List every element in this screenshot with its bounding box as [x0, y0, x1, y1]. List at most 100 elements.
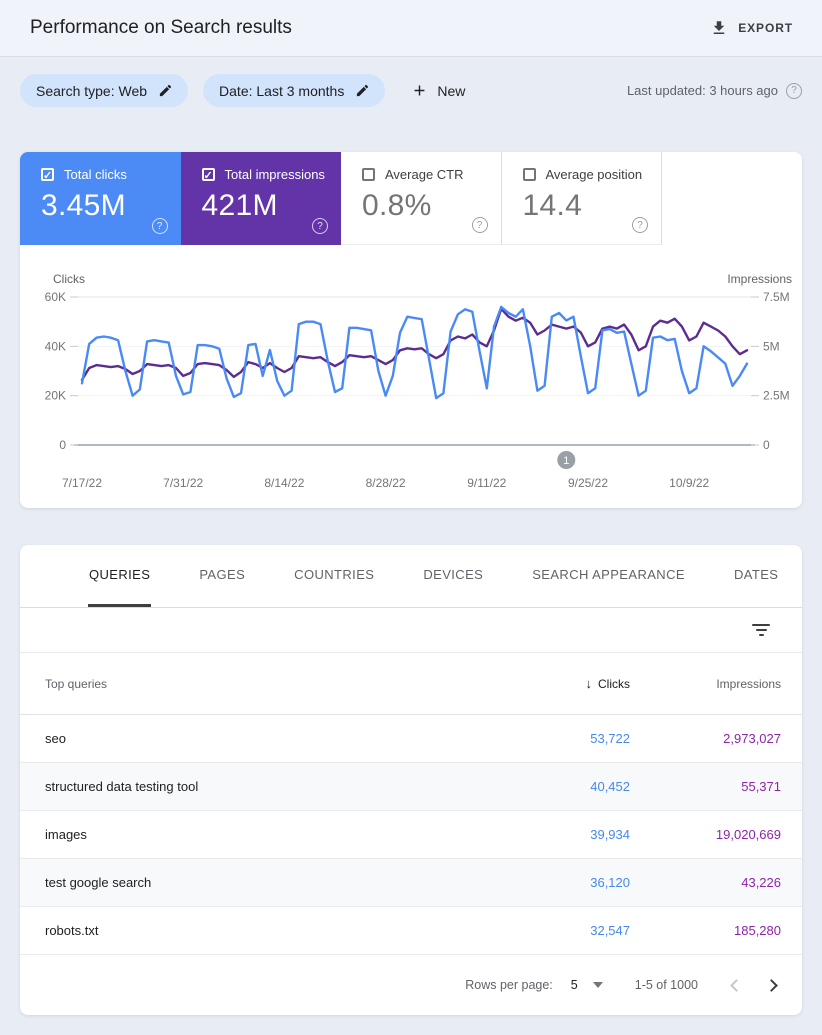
left-axis-tick-label: 20K [45, 389, 66, 403]
annotation-marker[interactable] [557, 451, 576, 469]
unchecked-checkbox-icon[interactable] [522, 168, 536, 181]
tab-dates[interactable]: DATES [733, 567, 779, 582]
tab-countries[interactable]: COUNTRIES [294, 567, 375, 582]
metric-card-total-clicks[interactable]: ✓ Total clicks 3.45M? [20, 152, 181, 245]
metric-value: 421M [201, 189, 278, 222]
series-line-impressions [80, 307, 749, 382]
metric-value: 14.4 [522, 189, 583, 222]
x-axis-tick-label: 9/11/22 [467, 476, 506, 490]
clicks-cell: 32,547 [590, 923, 630, 938]
search-type-chip[interactable]: Search type: Web [20, 74, 189, 107]
table-row[interactable]: test google search 36,120 43,226 [20, 859, 802, 907]
tab-queries[interactable]: QUERIES [88, 545, 152, 607]
export-button[interactable]: EXPORT [710, 19, 793, 37]
help-icon[interactable]: ? [786, 82, 802, 99]
new-filter-button[interactable]: New [411, 82, 465, 99]
query-cell: robots.txt [45, 923, 99, 938]
tab-pages[interactable]: PAGES [199, 567, 246, 582]
page-title: Performance on Search results [30, 17, 292, 38]
table-header-impressions[interactable]: Impressions [716, 676, 781, 691]
table-row[interactable]: robots.txt 32,547 185,280 [20, 907, 802, 955]
table-filter-row [20, 608, 802, 653]
checked-checkbox-icon[interactable]: ✓ [201, 168, 215, 182]
tab-devices[interactable]: DEVICES [423, 567, 484, 582]
filter-icon[interactable] [748, 620, 774, 640]
metric-card-average-position[interactable]: Average position 14.4? [501, 152, 662, 245]
table-body: seo 53,722 2,973,027 structured data testin… [20, 715, 802, 955]
x-axis-tick-label: 10/9/22 [669, 476, 709, 490]
metric-label: Average position [545, 167, 643, 182]
metric-label: Total impressions [224, 167, 325, 182]
filter-bar: Search type: Web Date: Last 3 months New… [20, 74, 802, 107]
clicks-cell: 53,722 [590, 731, 630, 746]
impressions-cell: 43,226 [741, 875, 781, 890]
left-axis-tick-label: 60K [45, 290, 66, 304]
help-icon[interactable]: ? [632, 217, 648, 233]
table-header-row: Top queries ↓ Clicks Impressions [20, 653, 802, 715]
dimension-tabs: QUERIES PAGES COUNTRIES DEVICES SEARCH APPEA… [20, 545, 802, 608]
unchecked-checkbox-icon[interactable] [362, 168, 375, 181]
metric-label: Average CTR [385, 167, 464, 182]
metrics-filler [662, 152, 802, 245]
export-label: EXPORT [738, 21, 793, 35]
help-icon[interactable]: ? [312, 218, 328, 234]
top-header: Performance on Search results EXPORT [0, 0, 822, 57]
performance-chart-panel: ✓ Total clicks 3.45M? ✓ Total impressions 421… [20, 152, 802, 508]
right-axis-tick-label: 0 [763, 438, 770, 452]
date-range-chip-label: Date: Last 3 months [219, 82, 345, 99]
x-axis-tick-label: 7/17/22 [62, 476, 102, 490]
impressions-cell: 185,280 [734, 923, 781, 938]
annotation-label: 1 [563, 455, 569, 467]
table-row[interactable]: seo 53,722 2,973,027 [20, 715, 802, 763]
right-axis-tick-label: 2.5M [763, 389, 790, 403]
x-axis-tick-label: 9/25/22 [568, 476, 608, 490]
search-type-chip-label: Search type: Web [36, 82, 148, 99]
help-icon[interactable]: ? [151, 218, 168, 234]
metric-value: 3.45M [41, 189, 126, 222]
previous-page-button[interactable] [730, 978, 743, 992]
help-icon[interactable]: ? [471, 217, 488, 233]
x-axis-tick-label: 8/28/22 [366, 476, 406, 490]
table-row[interactable]: structured data testing tool 40,452 55,371 [20, 763, 802, 811]
sort-descending-icon: ↓ [585, 676, 593, 691]
pagination-range: 1-5 of 1000 [634, 978, 698, 992]
query-cell: test google search [45, 875, 152, 890]
metric-value: 0.8% [362, 189, 432, 222]
right-axis-title: Impressions [727, 272, 792, 286]
query-cell: structured data testing tool [45, 779, 199, 794]
rows-per-page-value[interactable]: 5 [570, 978, 578, 992]
metric-card-total-impressions[interactable]: ✓ Total impressions 421M? [180, 152, 341, 245]
query-cell: seo [45, 731, 66, 746]
impressions-cell: 55,371 [741, 779, 781, 794]
last-updated: Last updated: 3 hours ago ? [626, 82, 802, 99]
right-axis-tick-label: 7.5M [763, 290, 790, 304]
checked-checkbox-icon[interactable]: ✓ [41, 168, 54, 182]
clicks-cell: 39,934 [590, 827, 630, 842]
clicks-cell: 40,452 [590, 779, 630, 794]
new-filter-label: New [437, 82, 466, 99]
table-row[interactable]: images 39,934 19,020,669 [20, 811, 802, 859]
date-range-chip[interactable]: Date: Last 3 months [203, 74, 386, 107]
table-header-top-queries: Top queries [45, 676, 108, 691]
clicks-cell: 36,120 [590, 875, 630, 890]
x-axis-tick-label: 7/31/22 [163, 476, 203, 490]
last-updated-text: Last updated: 3 hours ago [626, 83, 778, 98]
x-axis-tick-label: 8/14/22 [264, 476, 304, 490]
tab-search-appearance[interactable]: SEARCH APPEARANCE [532, 567, 685, 582]
next-page-button[interactable] [765, 978, 778, 992]
rows-per-page-label: Rows per page: [465, 978, 553, 992]
performance-line-chart[interactable]: Clicks Impressions 60K 40K 20K 0 7.5M 5M 2.5M 0 7/… [20, 270, 802, 508]
impressions-cell: 19,020,669 [715, 827, 781, 842]
series-line-clicks [80, 305, 749, 400]
right-axis-tick-label: 5M [763, 339, 780, 353]
query-cell: images [45, 827, 87, 842]
table-header-clicks[interactable]: ↓ Clicks [585, 676, 631, 691]
download-icon [714, 21, 725, 34]
metric-label: Total clicks [64, 167, 127, 182]
left-axis-tick-label: 0 [59, 438, 66, 452]
left-axis-title: Clicks [53, 272, 85, 286]
impressions-cell: 2,973,027 [723, 731, 781, 746]
rows-per-page-caret-icon[interactable] [592, 982, 603, 988]
metric-card-average-ctr[interactable]: Average CTR 0.8%? [341, 152, 502, 245]
pencil-icon [357, 84, 369, 97]
